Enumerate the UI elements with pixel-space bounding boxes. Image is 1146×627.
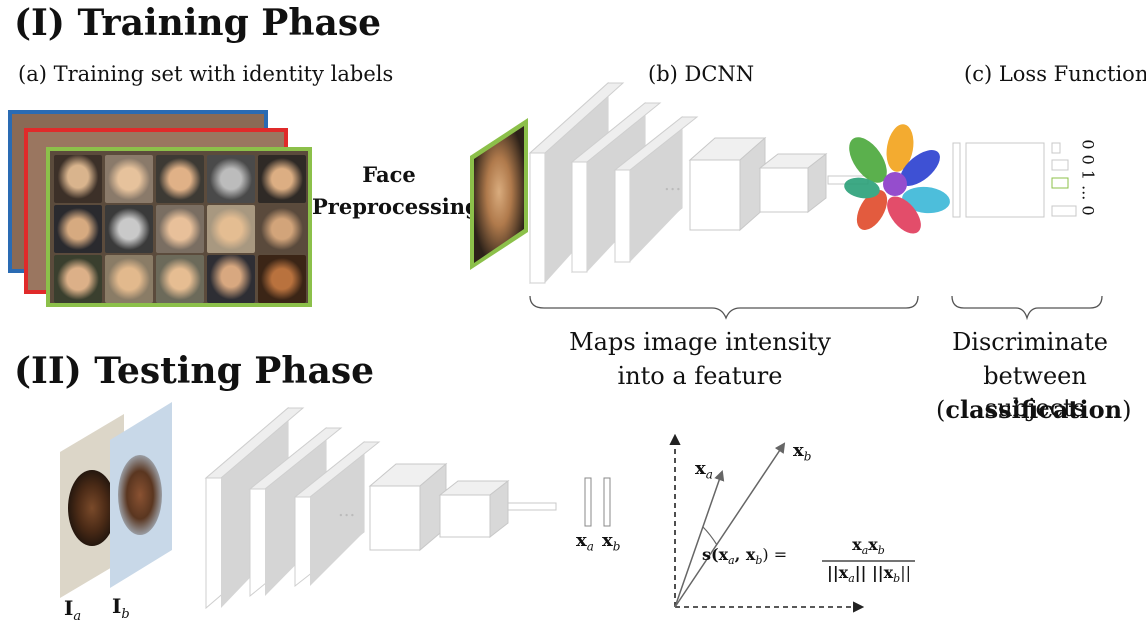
test-face-b — [110, 402, 172, 588]
face-thumb — [54, 155, 102, 203]
training-layer-ellipsis: ... — [664, 174, 682, 195]
face-thumb — [156, 155, 204, 203]
feature-vector-b-bar — [603, 477, 611, 527]
face-thumb — [258, 255, 306, 303]
face-thumb — [258, 155, 306, 203]
face-b-label: Ib — [112, 594, 130, 622]
vector-b-arrow — [674, 442, 786, 608]
output-label-vector: 0 0 1 ... 0 — [1078, 139, 1098, 216]
face-thumb — [156, 255, 204, 303]
feature-b-label: xb — [602, 530, 621, 554]
training-phase-title: (I) Training Phase — [14, 2, 382, 44]
testing-pool-block — [368, 462, 448, 552]
loss-brace — [951, 295, 1103, 321]
similarity-formula-denominator: ||xa|| ||xb|| — [827, 563, 911, 586]
loss-caption-line3: (classification) — [936, 395, 1132, 424]
training-set-stack — [8, 110, 312, 310]
loss-caption-line2: between subjects — [983, 362, 1087, 422]
face-thumb — [105, 255, 153, 303]
testing-conv-layer-3 — [293, 440, 381, 588]
test-face-a — [60, 414, 124, 598]
loss-fc-layer — [965, 142, 1045, 218]
face-thumb — [54, 255, 102, 303]
dcnn-brace — [529, 295, 919, 320]
testing-feature-bar — [507, 502, 557, 511]
training-conv-layer-3 — [613, 115, 699, 264]
face-thumb — [54, 205, 102, 253]
vector-a-label: xa — [695, 458, 713, 482]
feature-vector-a-bar — [584, 477, 592, 527]
feature-a-label: xa — [576, 530, 594, 554]
face-thumb — [105, 205, 153, 253]
loss-function-label: (c) Loss Function — [964, 62, 1146, 86]
similarity-formula-lhs: s(xa, xb) = — [702, 545, 788, 568]
testing-fc-block — [438, 479, 510, 539]
face-a-label: Ia — [64, 596, 82, 624]
dcnn-label: (b) DCNN — [648, 62, 755, 86]
face-thumb — [207, 205, 255, 253]
testing-phase-title: (II) Testing Phase — [14, 350, 375, 392]
training-pool-block — [688, 136, 767, 232]
testing-layer-ellipsis: ... — [338, 500, 356, 521]
identity-set-green — [46, 147, 312, 307]
face-thumb — [105, 155, 153, 203]
face-thumb — [258, 205, 306, 253]
face-thumb — [207, 255, 255, 303]
face-thumb — [207, 155, 255, 203]
target-class-unit — [1051, 177, 1069, 189]
preprocessed-face-image — [470, 118, 528, 270]
vector-a-arrow — [674, 470, 725, 608]
vector-b-label: xb — [793, 440, 812, 464]
similarity-formula-numerator: xaxb — [852, 535, 885, 558]
loss-output-units — [1051, 142, 1077, 217]
training-fc-block — [758, 152, 828, 214]
dcnn-caption-line1: Maps image intensity — [569, 328, 831, 356]
feature-cluster-visualization — [844, 124, 950, 234]
face-preprocessing-label-line2: Preprocessing — [312, 194, 480, 219]
loss-caption-line1: Discriminate — [952, 328, 1108, 356]
face-thumb — [156, 205, 204, 253]
dcnn-caption-line2: into a feature — [617, 362, 783, 390]
training-set-label: (a) Training set with identity labels — [18, 62, 394, 86]
classification-word: classification — [945, 395, 1123, 424]
face-preprocessing-label-line1: Face — [362, 162, 416, 187]
angle-arc — [702, 526, 718, 546]
loss-layer-thin — [952, 142, 961, 218]
